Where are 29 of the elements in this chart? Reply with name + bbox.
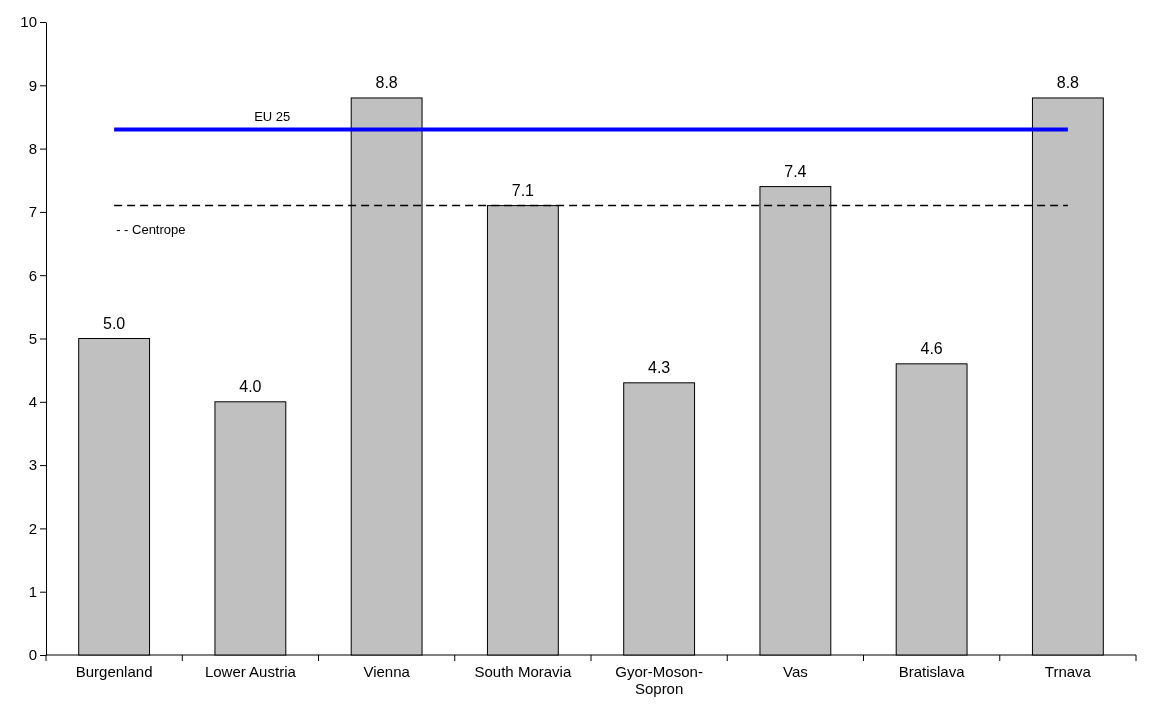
y-tick-label: 6 <box>28 266 37 284</box>
y-tick-label: 1 <box>28 583 37 600</box>
data-label: 5.0 <box>103 314 126 332</box>
y-tick-label: 5 <box>28 329 37 347</box>
y-tick-label: 0 <box>28 646 37 664</box>
x-tick-label: South Moravia <box>474 663 572 680</box>
ref-line-label: EU 25 <box>254 108 291 124</box>
y-tick-label: 9 <box>28 76 37 94</box>
x-tick-label: Gyor-Moson-Sopron <box>615 663 703 697</box>
ref-line-label: - - Centrope <box>116 221 186 237</box>
y-tick-label: 2 <box>28 519 37 537</box>
y-tick-label: 3 <box>28 456 37 474</box>
x-tick-label: Bratislava <box>898 663 966 680</box>
data-label: 8.8 <box>375 73 398 91</box>
y-tick-label: 10 <box>20 13 37 31</box>
data-label: 4.6 <box>920 339 943 357</box>
x-tick-label: Burgenland <box>75 663 153 680</box>
x-tick-label: Vas <box>783 663 808 680</box>
y-tick-label: 8 <box>28 139 37 157</box>
data-label: 4.0 <box>239 377 262 395</box>
x-tick-label: Lower Austria <box>204 663 297 680</box>
x-tick-label: Trnava <box>1044 663 1092 680</box>
data-label: 7.4 <box>784 162 807 180</box>
y-tick-label: 4 <box>28 393 37 411</box>
x-tick-label: Vienna <box>363 663 411 680</box>
data-label: 8.8 <box>1056 73 1080 91</box>
data-label: 7.1 <box>511 181 535 199</box>
data-label: 4.3 <box>648 358 671 376</box>
y-tick-label: 7 <box>28 203 37 221</box>
